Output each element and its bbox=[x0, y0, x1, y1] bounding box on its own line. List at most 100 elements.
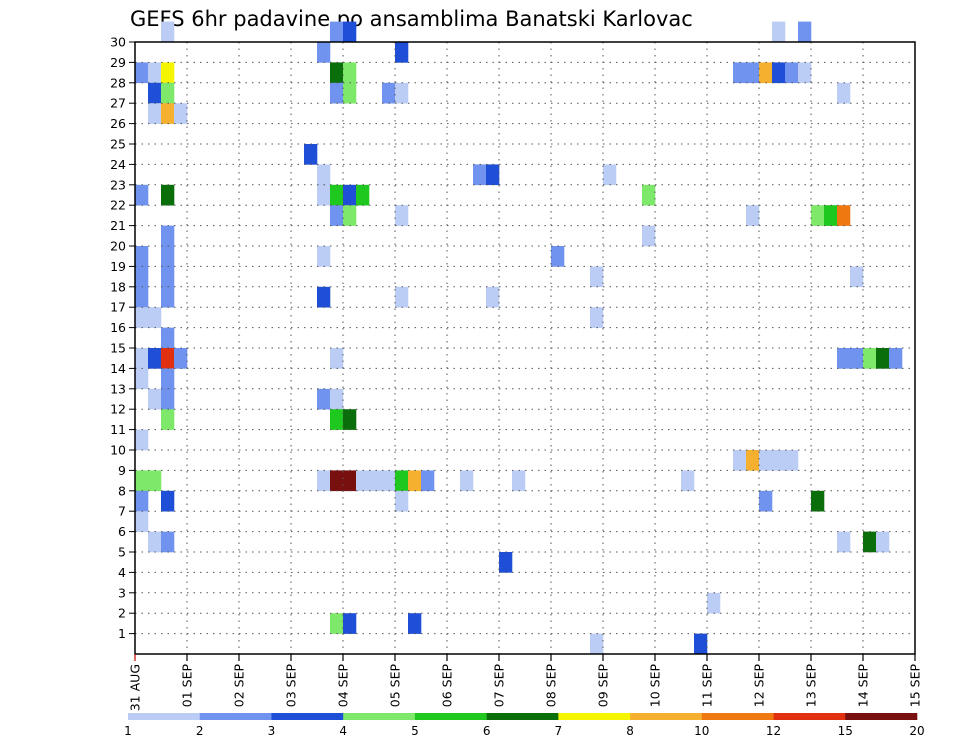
heatmap-cell bbox=[863, 348, 877, 369]
heatmap-cell bbox=[603, 164, 617, 186]
heatmap-cell bbox=[590, 307, 604, 328]
x-tick-label: 13 SEP bbox=[804, 664, 819, 708]
heatmap-cell bbox=[408, 470, 422, 492]
y-tick-label: 9 bbox=[118, 463, 126, 478]
x-tick-label: 04 SEP bbox=[336, 664, 351, 708]
heatmap-cell bbox=[746, 205, 760, 226]
y-tick-label: 27 bbox=[110, 96, 126, 111]
y-tick-label: 14 bbox=[110, 361, 126, 376]
heatmap-cell bbox=[317, 388, 331, 410]
heatmap-cell bbox=[161, 286, 175, 308]
y-tick-label: 16 bbox=[110, 320, 126, 335]
x-tick-label: 10 SEP bbox=[648, 664, 663, 708]
heatmap-cell bbox=[850, 348, 864, 369]
heatmap-cell bbox=[421, 470, 435, 492]
heatmap-cell bbox=[148, 531, 162, 553]
heatmap-cell bbox=[343, 82, 357, 104]
y-tick-label: 11 bbox=[110, 422, 126, 437]
heatmap-cell bbox=[395, 82, 409, 104]
heatmap-cell bbox=[395, 286, 409, 308]
y-axis: 1234567891011121314151617181920212223242… bbox=[110, 35, 135, 641]
heatmap-cell bbox=[135, 368, 149, 390]
heatmap-cell bbox=[148, 62, 162, 84]
heatmap-cell bbox=[707, 592, 721, 614]
heatmap-cell bbox=[772, 62, 786, 84]
heatmap-cell bbox=[330, 82, 344, 104]
heatmap-cell bbox=[317, 184, 331, 206]
heatmap-cell bbox=[395, 42, 409, 63]
legend-swatch bbox=[773, 713, 846, 720]
heatmap-cell bbox=[135, 348, 149, 369]
heatmap-cell bbox=[369, 470, 383, 492]
heatmap-cell bbox=[174, 103, 188, 124]
heatmap-cell bbox=[304, 144, 318, 165]
heatmap-cell bbox=[837, 205, 851, 226]
heatmap-cell bbox=[161, 490, 175, 512]
color-legend: 1 2 3 4 5 6 7 8 10 12 15 20 bbox=[124, 713, 925, 738]
heatmap-cell bbox=[785, 450, 799, 471]
heatmap-cell bbox=[330, 409, 344, 430]
x-tick-label: 06 SEP bbox=[440, 664, 455, 708]
heatmap-cell bbox=[161, 531, 175, 553]
legend-swatch bbox=[845, 713, 918, 720]
heatmap-cell bbox=[512, 470, 526, 492]
y-tick-label: 19 bbox=[110, 259, 126, 274]
heatmap-cell bbox=[161, 246, 175, 267]
heatmap-cell bbox=[499, 552, 513, 573]
chart-title: GEFS 6hr padavine po ansamblima Banatski… bbox=[130, 7, 693, 31]
heatmap-cell bbox=[798, 62, 812, 84]
heatmap-cell bbox=[148, 348, 162, 369]
heatmap-cell bbox=[850, 266, 864, 288]
legend-label: 10 bbox=[694, 724, 709, 738]
legend-swatch bbox=[414, 713, 487, 720]
heatmap-cell bbox=[551, 246, 565, 267]
grid-lines bbox=[135, 42, 915, 654]
heatmap-cell bbox=[811, 490, 825, 512]
heatmap-cell bbox=[889, 348, 903, 369]
legend-swatch bbox=[486, 713, 559, 720]
heatmap-cell bbox=[161, 368, 175, 390]
heatmap-cell bbox=[161, 21, 175, 43]
legend-label: 4 bbox=[339, 724, 347, 738]
legend-swatch bbox=[271, 713, 344, 720]
heatmap-cell bbox=[330, 21, 344, 43]
heatmap-cell bbox=[343, 409, 357, 430]
heatmap-cell bbox=[356, 184, 370, 206]
heatmap-cell bbox=[837, 82, 851, 104]
heatmap-cell bbox=[135, 307, 149, 328]
heatmap-cell bbox=[174, 348, 188, 369]
y-tick-label: 15 bbox=[110, 341, 126, 356]
heatmap-cell bbox=[356, 470, 370, 492]
heatmap-cell bbox=[486, 164, 500, 186]
heatmap-cell bbox=[694, 633, 708, 655]
y-tick-label: 25 bbox=[110, 137, 126, 152]
y-tick-label: 26 bbox=[110, 116, 126, 131]
y-tick-label: 6 bbox=[118, 524, 126, 539]
heatmap-cell bbox=[148, 388, 162, 410]
heatmap-cell bbox=[135, 470, 149, 492]
heatmap-cell bbox=[317, 470, 331, 492]
heatmap-cell bbox=[382, 82, 396, 104]
x-axis: 31 AUG 01 SEP 02 SEP 03 SEP 04 SEP 05 SEP 06 S… bbox=[128, 654, 923, 711]
heatmap-cell bbox=[148, 470, 162, 492]
y-tick-label: 29 bbox=[110, 55, 126, 70]
heatmap-cell bbox=[395, 205, 409, 226]
heatmap-cells bbox=[135, 21, 903, 655]
x-tick-label: 02 SEP bbox=[232, 664, 247, 708]
heatmap-cell bbox=[330, 62, 344, 84]
y-tick-label: 30 bbox=[110, 35, 126, 50]
y-tick-label: 3 bbox=[118, 585, 126, 600]
heatmap-cell bbox=[395, 470, 409, 492]
x-tick-label: 15 SEP bbox=[908, 664, 923, 708]
y-tick-label: 10 bbox=[110, 443, 126, 458]
x-tick-label: 09 SEP bbox=[596, 664, 611, 708]
x-tick-label: 08 SEP bbox=[544, 664, 559, 708]
y-tick-label: 24 bbox=[110, 157, 126, 172]
heatmap-cell bbox=[876, 531, 890, 553]
x-tick-label: 05 SEP bbox=[388, 664, 403, 708]
heatmap-cell bbox=[642, 225, 656, 247]
legend-label: 15 bbox=[838, 724, 853, 738]
y-tick-label: 2 bbox=[118, 606, 126, 621]
heatmap-cell bbox=[148, 103, 162, 124]
